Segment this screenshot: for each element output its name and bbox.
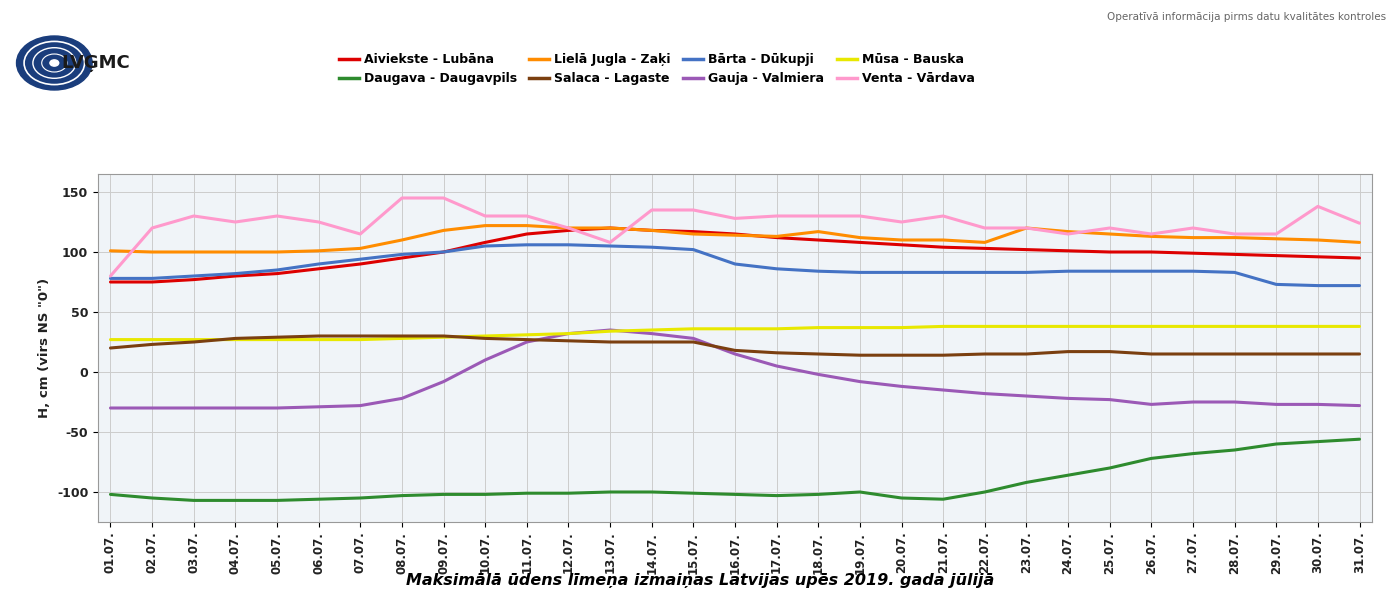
Circle shape: [50, 60, 59, 66]
Legend: Aiviekste - Lubāna, Daugava - Daugavpils, Lielā Jugla - Zaķi, Salaca - Lagaste, : Aiviekste - Lubāna, Daugava - Daugavpils…: [333, 48, 980, 90]
Text: LVĢMC: LVĢMC: [62, 54, 130, 72]
Text: Operatīvā informācija pirms datu kvalitātes kontroles: Operatīvā informācija pirms datu kvalitā…: [1107, 12, 1386, 22]
Text: Maksimālā ūdens līmeņa izmaiņas Latvijas upēs 2019. gada jūlijā: Maksimālā ūdens līmeņa izmaiņas Latvijas…: [406, 573, 994, 588]
Y-axis label: H, cm (virs NS "0"): H, cm (virs NS "0"): [38, 278, 52, 418]
Circle shape: [17, 36, 92, 90]
